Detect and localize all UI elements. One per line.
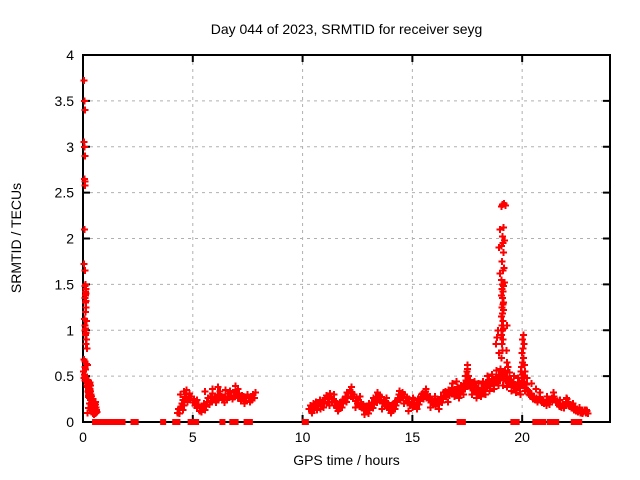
data-points — [80, 77, 592, 418]
y-tick-label: 1 — [66, 322, 74, 338]
x-tick-label: 0 — [79, 429, 87, 445]
x-tick-label: 10 — [295, 429, 311, 445]
y-tick-label: 1.5 — [55, 276, 75, 292]
y-tick-label: 3 — [66, 139, 74, 155]
y-tick-labels: 0 0.5 1 1.5 2 2.5 3 3.5 4 — [55, 47, 75, 430]
y-tick-label: 0.5 — [55, 368, 75, 384]
chart-title: Day 044 of 2023, SRMTID for receiver sey… — [210, 21, 483, 37]
y-tick-label: 2 — [66, 231, 74, 247]
y-tick-label: 2.5 — [55, 185, 75, 201]
x-tick-labels: 0 5 10 15 20 — [79, 429, 530, 445]
y-tick-label: 4 — [66, 47, 74, 63]
x-tick-label: 20 — [514, 429, 530, 445]
y-tick-label: 0 — [66, 414, 74, 430]
x-tick-label: 15 — [405, 429, 421, 445]
plot-grid — [83, 55, 610, 422]
x-tick-label: 5 — [189, 429, 197, 445]
zero-points — [92, 419, 583, 425]
x-axis-label: GPS time / hours — [293, 452, 400, 468]
y-tick-label: 3.5 — [55, 93, 75, 109]
